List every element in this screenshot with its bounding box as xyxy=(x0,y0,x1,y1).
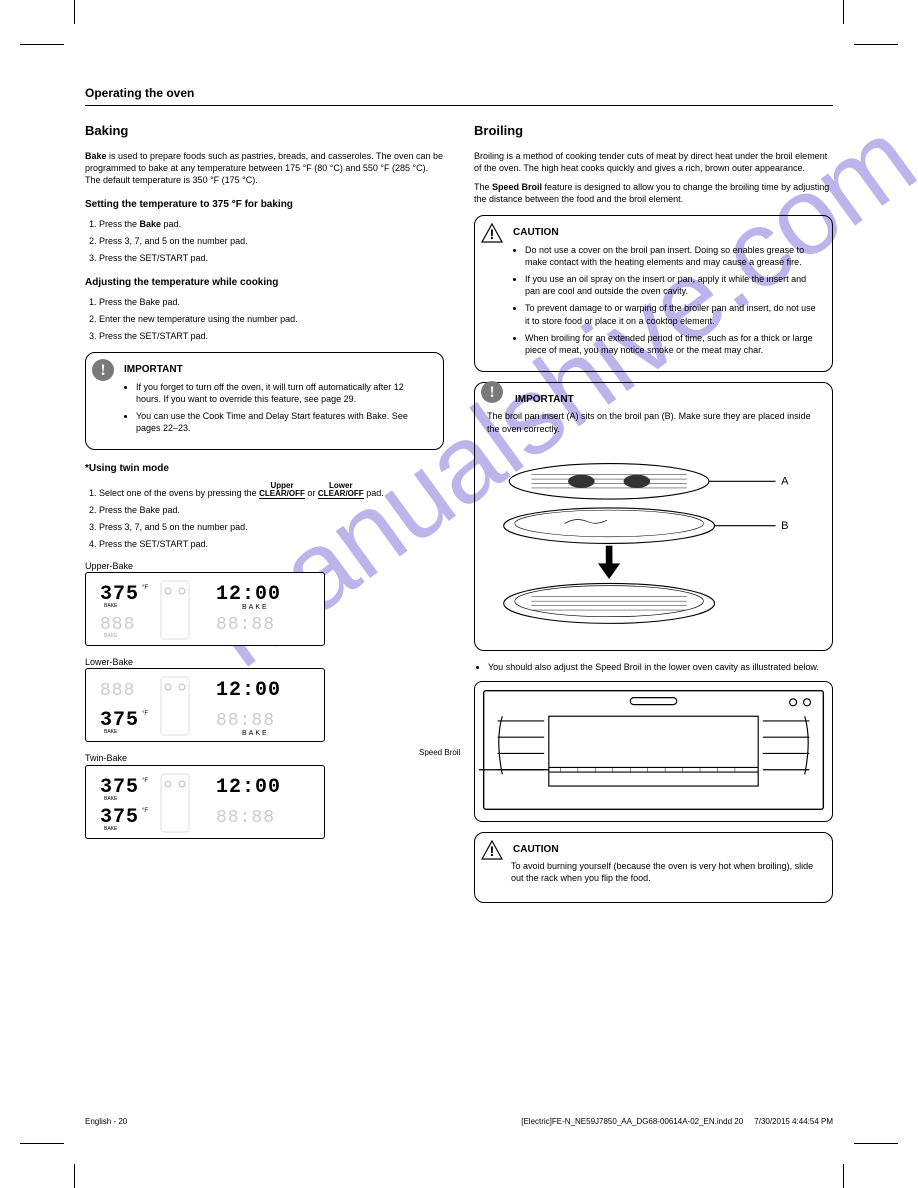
svg-text:°F: °F xyxy=(142,778,148,784)
footer-time: 7/30/2015 4:44:54 PM xyxy=(754,1117,833,1126)
svg-text:12:00: 12:00 xyxy=(216,583,281,606)
caution1-item-3: To prevent damage to or warping of the b… xyxy=(525,302,820,326)
bake-bold: Bake xyxy=(85,151,107,161)
display-lower: 888 12:00 375 °F BAKE 88:88 BAKE xyxy=(85,668,325,742)
page-number: English - 20 xyxy=(85,1117,127,1128)
bake-steps: Press the Bake pad. Press 3, 7, and 5 on… xyxy=(85,218,444,264)
right-column: Broiling Broiling is a method of cooking… xyxy=(474,122,833,912)
important-icon-2: ! xyxy=(481,381,503,403)
svg-text:BAKE: BAKE xyxy=(104,826,118,832)
caution-title-2: CAUTION xyxy=(487,843,820,857)
svg-text:BAKE: BAKE xyxy=(242,730,269,737)
svg-text:88:88: 88:88 xyxy=(216,711,275,731)
caution-text-2: To avoid burning yourself (because the o… xyxy=(511,860,820,884)
page-footer: English - 20 [Electric]FE-N_NE59J7850_AA… xyxy=(85,1117,833,1128)
baking-intro: Bake is used to prepare foods such as pa… xyxy=(85,150,444,186)
svg-text:!: ! xyxy=(490,226,495,242)
oven-illustration-box: Speed Broil xyxy=(474,681,833,822)
display-upper-label: Upper-Bake xyxy=(85,560,444,572)
caution-icon-2: ! xyxy=(481,839,503,861)
step-2: Press 3, 7, and 5 on the number pad. xyxy=(99,235,444,247)
important-icon: ! xyxy=(92,359,114,381)
svg-text:°F: °F xyxy=(142,585,148,591)
section-title: Operating the oven xyxy=(85,85,833,106)
svg-text:!: ! xyxy=(490,843,495,859)
oven-illustration xyxy=(479,686,828,814)
svg-text:BAKE: BAKE xyxy=(104,633,118,639)
page-content: Operating the oven Baking Bake is used t… xyxy=(85,85,833,1128)
important-callout-2: ! IMPORTANT The broil pan insert (A) sit… xyxy=(474,382,833,651)
adj-step-2: Enter the new temperature using the numb… xyxy=(99,313,444,325)
caution-title-1: CAUTION xyxy=(487,226,820,240)
broil-pan-illustration: A B xyxy=(487,448,820,637)
broiling-heading: Broiling xyxy=(474,122,833,140)
svg-text:!: ! xyxy=(489,384,494,401)
svg-text:12:00: 12:00 xyxy=(216,776,281,799)
twin-step-1: Select one of the ovens by pressing the … xyxy=(99,482,444,499)
important-callout-1: ! IMPORTANT If you forget to turn off th… xyxy=(85,352,444,450)
imp-item-2: You can use the Cook Time and Delay Star… xyxy=(136,410,431,434)
display-lower-label: Lower-Bake xyxy=(85,656,444,668)
important-title: IMPORTANT xyxy=(98,363,431,377)
twin-step-2: Press the Bake pad. xyxy=(99,504,444,516)
footer-file: [Electric]FE-N_NE59J7850_AA_DG68-00614A-… xyxy=(521,1117,743,1126)
step-1: Press the Bake pad. xyxy=(99,218,444,230)
svg-text:!: ! xyxy=(100,362,105,379)
twin-step-4: Press the SET/START pad. xyxy=(99,538,444,550)
svg-text:888: 888 xyxy=(100,681,135,701)
svg-text:°F: °F xyxy=(142,808,148,814)
caution-icon: ! xyxy=(481,222,503,244)
upper-pad: UpperCLEAR/OFF xyxy=(259,482,305,498)
adj-step-1: Press the Bake pad. xyxy=(99,296,444,308)
speed-broil-label: Speed Broil xyxy=(419,748,460,759)
twin-step-3: Press 3, 7, and 5 on the number pad. xyxy=(99,521,444,533)
step-3: Press the SET/START pad. xyxy=(99,252,444,264)
svg-text:12:00: 12:00 xyxy=(216,679,281,702)
lower-pad: LowerCLEAR/OFF xyxy=(318,482,364,498)
display-twin: 375 °F BAKE 12:00 375 °F BAKE 88:88 xyxy=(85,765,325,839)
speed-intro: The Speed Broil feature is designed to a… xyxy=(474,181,833,205)
svg-text:A: A xyxy=(781,475,789,487)
lower-cavity-bullet: You should also adjust the Speed Broil i… xyxy=(488,661,833,673)
imp-item-1: If you forget to turn off the oven, it w… xyxy=(136,381,431,405)
svg-text:BAKE: BAKE xyxy=(104,796,118,802)
svg-text:°F: °F xyxy=(142,711,148,717)
baking-heading: Baking xyxy=(85,122,444,140)
svg-text:888: 888 xyxy=(100,615,135,635)
svg-text:B: B xyxy=(781,520,788,532)
important-text-2: The broil pan insert (A) sits on the bro… xyxy=(487,410,820,434)
svg-text:88:88: 88:88 xyxy=(216,808,275,828)
caution1-item-1: Do not use a cover on the broil pan inse… xyxy=(525,244,820,268)
svg-text:88:88: 88:88 xyxy=(216,615,275,635)
adj-step-3: Press the SET/START pad. xyxy=(99,330,444,342)
svg-text:BAKE: BAKE xyxy=(242,604,269,611)
twin-steps: Select one of the ovens by pressing the … xyxy=(85,482,444,551)
display-twin-label: Twin-Bake xyxy=(85,752,444,764)
caution1-item-4: When broiling for an extended period of … xyxy=(525,332,820,356)
svg-text:BAKE: BAKE xyxy=(104,729,118,735)
adjust-heading: Adjusting the temperature while cooking xyxy=(85,276,444,290)
caution-callout-1: ! CAUTION Do not use a cover on the broi… xyxy=(474,215,833,372)
caution-callout-2: ! CAUTION To avoid burning yourself (bec… xyxy=(474,832,833,903)
broil-intro: Broiling is a method of cooking tender c… xyxy=(474,150,833,174)
svg-text:BAKE: BAKE xyxy=(104,603,118,609)
caution1-item-2: If you use an oil spray on the insert or… xyxy=(525,273,820,297)
display-upper: 375 °F BAKE 12:00 BAKE 888 88:88 BAKE xyxy=(85,572,325,646)
twin-heading: *Using twin mode xyxy=(85,462,444,476)
important-title-2: IMPORTANT xyxy=(487,393,820,407)
set-temp-heading: Setting the temperature to 375 °F for ba… xyxy=(85,198,444,212)
adjust-steps: Press the Bake pad. Enter the new temper… xyxy=(85,296,444,342)
left-column: Baking Bake is used to prepare foods suc… xyxy=(85,122,444,912)
